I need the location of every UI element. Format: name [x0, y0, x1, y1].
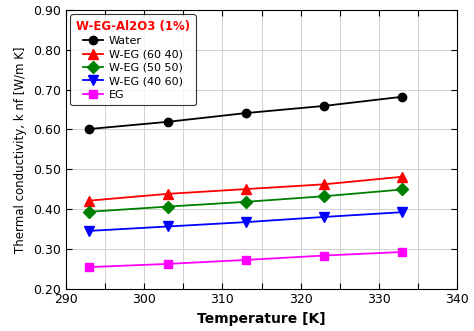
- Water: [243, 111, 249, 115]
- Y-axis label: Thermal conductivity, k nf [W/m K]: Thermal conductivity, k nf [W/m K]: [15, 46, 27, 253]
- W-EG (40 60): [87, 229, 92, 233]
- Legend: Water, W-EG (60 40), W-EG (50 50), W-EG (40 60), EG: Water, W-EG (60 40), W-EG (50 50), W-EG …: [70, 15, 196, 105]
- Water: [400, 95, 405, 99]
- W-EG (40 60): [165, 224, 171, 228]
- W-EG (50 50): [321, 194, 327, 198]
- W-EG (60 40): [321, 182, 327, 186]
- EG: [400, 250, 405, 254]
- W-EG (60 40): [243, 187, 249, 191]
- X-axis label: Temperature [K]: Temperature [K]: [197, 312, 326, 326]
- W-EG (60 40): [400, 175, 405, 179]
- Line: EG: EG: [85, 248, 407, 271]
- W-EG (40 60): [243, 220, 249, 224]
- Line: Water: Water: [85, 93, 407, 133]
- W-EG (50 50): [243, 200, 249, 204]
- Line: W-EG (60 40): W-EG (60 40): [84, 172, 407, 206]
- EG: [87, 265, 92, 269]
- Line: W-EG (40 60): W-EG (40 60): [84, 207, 407, 236]
- Water: [87, 127, 92, 131]
- W-EG (60 40): [87, 199, 92, 203]
- Water: [165, 120, 171, 124]
- W-EG (40 60): [321, 215, 327, 219]
- Water: [321, 104, 327, 108]
- W-EG (50 50): [400, 187, 405, 191]
- EG: [321, 254, 327, 258]
- W-EG (60 40): [165, 192, 171, 196]
- W-EG (50 50): [87, 210, 92, 214]
- EG: [243, 258, 249, 262]
- Line: W-EG (50 50): W-EG (50 50): [85, 185, 407, 216]
- W-EG (40 60): [400, 210, 405, 214]
- W-EG (50 50): [165, 205, 171, 209]
- EG: [165, 262, 171, 266]
